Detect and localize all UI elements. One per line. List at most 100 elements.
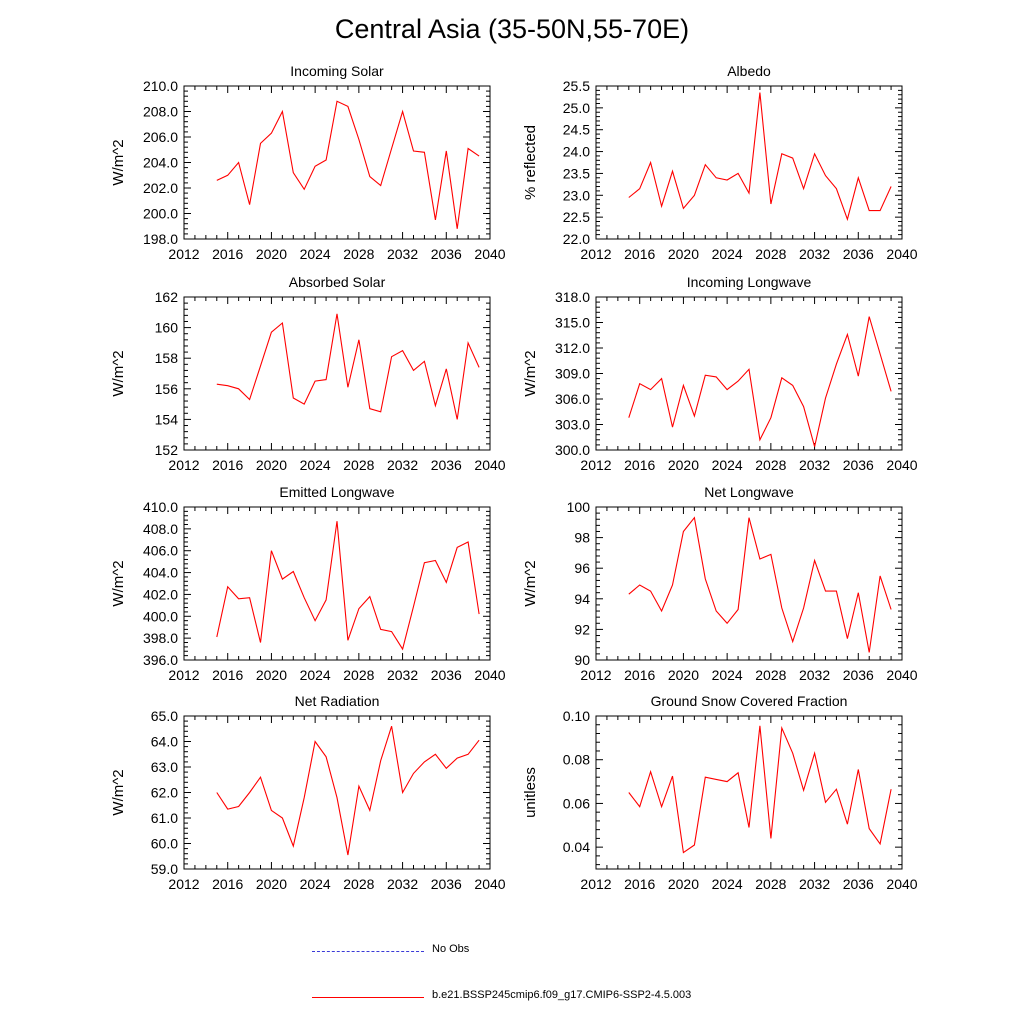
y-tick-label: 92: [574, 621, 590, 637]
y-tick-label: 398.0: [143, 630, 178, 646]
x-tick-label: 2012: [580, 457, 611, 473]
panel-title: Absorbed Solar: [289, 274, 386, 290]
series-line: [216, 521, 480, 651]
x-tick-label: 2016: [624, 246, 655, 262]
x-tick-label: 2012: [580, 246, 611, 262]
plot-frame: [183, 506, 491, 661]
y-tick-label: 396.0: [143, 652, 178, 668]
y-tick-label: 24.0: [563, 144, 590, 160]
y-tick-label: 22.0: [563, 231, 590, 247]
x-tick-label: 2024: [712, 246, 743, 262]
x-tick-label: 2040: [474, 667, 505, 683]
chart-panel: 2012 2016 2020 2024 2028 2032 2036 2040 59.0 60.0…: [110, 693, 506, 892]
x-tick-label: 2032: [387, 457, 418, 473]
legend-line-solid: [312, 997, 424, 998]
y-tick-label: 61.0: [151, 810, 178, 826]
y-tick-label: 406.0: [143, 543, 178, 559]
y-tick-label: 60.0: [151, 836, 178, 852]
y-tick-label: 59.0: [151, 861, 178, 877]
y-axis-label: W/m^2: [522, 350, 539, 396]
x-tick-label: 2032: [799, 246, 830, 262]
chart-panel: 2012 2016 2020 2024 2028 2032 2036 2040 396.0 398…: [110, 484, 506, 683]
x-tick-label: 2040: [474, 457, 505, 473]
x-tick-label: 2020: [668, 457, 699, 473]
y-tick-label: 23.5: [563, 165, 590, 181]
series-line: [216, 726, 480, 856]
x-tick-label: 2036: [431, 667, 462, 683]
x-tick-label: 2032: [387, 876, 418, 892]
x-tick-label: 2020: [668, 876, 699, 892]
y-tick-label: 90: [574, 652, 590, 668]
x-tick-label: 2040: [886, 876, 917, 892]
x-tick-label: 2040: [886, 667, 917, 683]
series-line: [628, 725, 892, 854]
x-tick-label: 2016: [624, 667, 655, 683]
x-tick-label: 2036: [431, 246, 462, 262]
x-tick-label: 2016: [212, 667, 243, 683]
panel-title: Incoming Solar: [290, 63, 384, 79]
y-tick-label: 94: [574, 591, 590, 607]
y-tick-label: 309.0: [555, 366, 590, 382]
legend-label-obs: No Obs: [432, 943, 470, 955]
y-tick-label: 300.0: [555, 442, 590, 458]
y-tick-label: 152: [155, 442, 179, 458]
x-tick-label: 2040: [474, 876, 505, 892]
y-axis-label: % reflected: [522, 125, 539, 200]
x-tick-label: 2012: [168, 246, 199, 262]
y-tick-label: 400.0: [143, 608, 178, 624]
x-tick-label: 2028: [343, 667, 374, 683]
y-tick-label: 315.0: [555, 315, 590, 331]
x-tick-label: 2024: [300, 457, 331, 473]
y-tick-label: 303.0: [555, 417, 590, 433]
x-tick-label: 2016: [212, 457, 243, 473]
x-tick-label: 2020: [668, 246, 699, 262]
x-tick-label: 2028: [755, 667, 786, 683]
y-tick-label: 408.0: [143, 521, 178, 537]
x-tick-label: 2024: [712, 457, 743, 473]
figure-title: Central Asia (35-50N,55-70E): [334, 14, 690, 44]
chart-panel: 2012 2016 2020 2024 2028 2032 2036 2040 90 92 94 96…: [522, 484, 918, 683]
x-tick-label: 2012: [168, 667, 199, 683]
panel-title: Net Radiation: [295, 693, 380, 709]
x-tick-label: 2040: [474, 246, 505, 262]
x-tick-label: 2020: [256, 876, 287, 892]
x-tick-label: 2012: [580, 667, 611, 683]
x-tick-label: 2028: [343, 457, 374, 473]
y-tick-label: 0.06: [563, 795, 590, 811]
legend-line-dashed: [312, 951, 424, 952]
plot-frame: [595, 85, 903, 240]
x-tick-label: 2032: [799, 457, 830, 473]
plot-frame: [183, 296, 491, 451]
y-tick-label: 410.0: [143, 499, 178, 515]
x-tick-label: 2028: [755, 246, 786, 262]
chart-panel: 2012 2016 2020 2024 2028 2032 2036 2040 152 154 15…: [110, 274, 506, 473]
y-tick-label: 158: [155, 350, 179, 366]
y-tick-label: 22.5: [563, 209, 590, 225]
x-tick-label: 2032: [387, 246, 418, 262]
y-tick-label: 306.0: [555, 391, 590, 407]
x-tick-label: 2036: [843, 457, 874, 473]
plot-frame: [183, 715, 491, 870]
x-tick-label: 2012: [168, 876, 199, 892]
y-tick-label: 96: [574, 560, 590, 576]
series-line: [628, 516, 892, 653]
y-tick-label: 160: [155, 320, 179, 336]
y-tick-label: 25.5: [563, 78, 590, 94]
x-tick-label: 2036: [431, 457, 462, 473]
x-tick-label: 2036: [431, 876, 462, 892]
x-tick-label: 2016: [624, 876, 655, 892]
y-tick-label: 200.0: [143, 206, 178, 222]
x-tick-label: 2020: [256, 457, 287, 473]
x-tick-label: 2036: [843, 876, 874, 892]
x-tick-label: 2024: [300, 246, 331, 262]
y-tick-label: 206.0: [143, 129, 178, 145]
y-tick-label: 210.0: [143, 78, 178, 94]
chart-panel: 2012 2016 2020 2024 2028 2032 2036 2040 198.0 200…: [110, 63, 506, 262]
y-tick-label: 162: [155, 289, 179, 305]
y-tick-label: 24.5: [563, 122, 590, 138]
y-axis-label: W/m^2: [110, 139, 127, 185]
y-tick-label: 0.08: [563, 752, 590, 768]
plot-frame: [595, 715, 903, 870]
panel-title: Albedo: [727, 63, 771, 79]
y-tick-label: 312.0: [555, 340, 590, 356]
